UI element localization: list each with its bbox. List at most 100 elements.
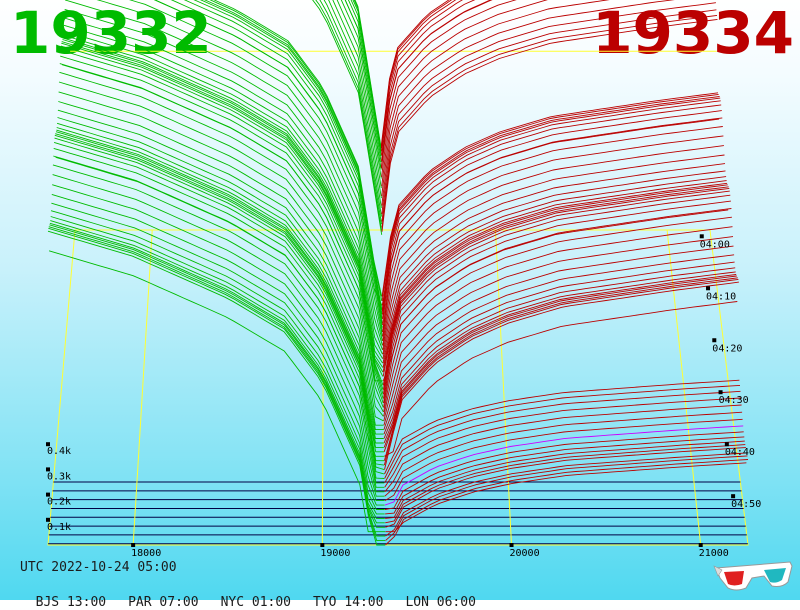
ask-depth-line xyxy=(383,194,731,399)
bid-depth-line xyxy=(63,24,383,359)
ask-depth-line xyxy=(382,145,724,346)
ask-depth-line xyxy=(383,274,737,448)
ask-depth-line xyxy=(384,379,740,475)
ask-depth-line xyxy=(381,0,675,206)
bid-depth-line xyxy=(60,49,384,399)
ask-depth-line xyxy=(382,117,723,333)
bid-depth-line xyxy=(203,0,383,310)
bid-depth-line xyxy=(50,216,385,515)
clock-nyc: NYC 01:00 xyxy=(220,595,292,610)
time-tick-mark xyxy=(731,494,736,499)
price-tick-label: 20000 xyxy=(510,548,540,559)
ask-depth-line xyxy=(383,267,736,439)
ask-depth-line xyxy=(385,462,747,533)
time-tick-label: 04:30 xyxy=(719,395,749,406)
ask-depth-line xyxy=(381,14,718,228)
ask-depth-line xyxy=(383,216,732,412)
ask-depth-line xyxy=(383,208,732,408)
time-tick-label: 04:20 xyxy=(712,343,742,354)
time-tick-mark xyxy=(706,286,711,291)
price-tick-mark xyxy=(698,543,703,547)
ask-depth-line xyxy=(381,0,517,177)
bid-depth-line xyxy=(52,174,385,493)
bid-depth-line xyxy=(51,202,385,506)
time-tick-mark xyxy=(699,234,704,239)
ask-depth-line xyxy=(381,2,716,215)
ask-depth-line xyxy=(385,436,745,515)
bid-depth-line xyxy=(62,37,384,373)
bid-depth-line xyxy=(52,184,385,497)
bid-depth-line xyxy=(48,226,385,537)
volume-tick-label: 0.3k xyxy=(47,471,71,482)
ask-depth-line xyxy=(381,0,476,161)
bid-depth-line xyxy=(57,109,384,431)
ask-depth-line xyxy=(382,187,730,390)
ask-depth-line xyxy=(383,277,738,461)
price-tick-mark xyxy=(509,543,514,547)
bid-depth-line xyxy=(64,8,383,350)
bid-depth-line xyxy=(319,0,383,225)
ask-depth-line xyxy=(385,440,745,519)
ask-depth-line xyxy=(380,0,453,149)
price-tick-label: 18000 xyxy=(131,548,161,559)
price-tick-mark xyxy=(131,543,136,547)
bid-depth-line xyxy=(47,230,386,546)
clock-lon: LON 06:00 xyxy=(405,595,476,610)
bid-depth-line xyxy=(61,41,384,386)
bid-depth-line xyxy=(53,155,385,484)
bid-depth-line xyxy=(55,133,384,462)
bid-depth-line xyxy=(54,134,385,466)
ask-depth-line xyxy=(384,418,743,501)
ask-depth-line xyxy=(385,447,746,528)
ask-depth-line xyxy=(381,100,721,315)
volume-tick-mark xyxy=(46,492,50,497)
bid-depth-line xyxy=(61,42,384,390)
3d-glasses-icon[interactable] xyxy=(712,558,796,594)
ask-depth-line xyxy=(383,245,734,426)
bid-depth-line xyxy=(64,17,383,355)
bid-depth-line xyxy=(209,0,383,302)
bid-depth-line xyxy=(56,127,384,444)
volume-tick-label: 0.1k xyxy=(47,522,71,533)
ask-depth-line xyxy=(381,92,719,297)
bid-depth-line xyxy=(52,164,385,488)
ask-depth-line xyxy=(382,135,724,341)
ask-depth-line xyxy=(380,0,457,151)
bid-depth-line xyxy=(48,250,385,533)
ask-depth-line xyxy=(384,384,741,479)
volume-tick-label: 0.4k xyxy=(47,446,71,457)
ask-depth-line xyxy=(384,425,744,506)
ask-depth-line xyxy=(383,278,739,466)
bid-depth-line xyxy=(50,220,385,519)
ask-depth-line xyxy=(382,163,726,355)
time-tick-label: 04:00 xyxy=(700,239,730,250)
ask-depth-line xyxy=(383,275,737,452)
floor-outline xyxy=(47,229,749,546)
ask-depth-line xyxy=(383,254,735,430)
time-tick-mark xyxy=(712,338,717,343)
ask-depth-line xyxy=(380,0,493,169)
ask-depth-line xyxy=(384,431,744,510)
bid-depth-line xyxy=(56,122,384,439)
time-tick-label: 04:40 xyxy=(725,447,755,458)
bid-depth-line xyxy=(49,222,385,524)
price-tick-label: 21000 xyxy=(699,548,729,559)
bid-depth-line xyxy=(312,0,383,235)
bid-depth-line xyxy=(128,0,383,337)
bid-depth-line xyxy=(53,147,385,479)
time-tick-mark xyxy=(718,390,723,395)
ask-depth-line xyxy=(382,180,727,368)
bid-depth-line xyxy=(58,81,384,417)
bid-depth-line xyxy=(153,0,383,333)
ask-depth-line xyxy=(382,182,728,373)
clock-par: PAR 07:00 xyxy=(128,595,199,610)
bid-depth-line xyxy=(62,39,384,377)
price-tick-label: 19000 xyxy=(320,548,350,559)
clock-bjs: BJS 13:00 xyxy=(35,595,107,610)
bid-depth-line xyxy=(58,91,384,422)
bid-depth-line xyxy=(315,0,383,231)
ask-depth-line xyxy=(381,0,548,187)
bid-depth-line xyxy=(56,129,384,448)
ask-depth-line xyxy=(381,96,720,310)
ask-depth-line xyxy=(385,444,746,524)
